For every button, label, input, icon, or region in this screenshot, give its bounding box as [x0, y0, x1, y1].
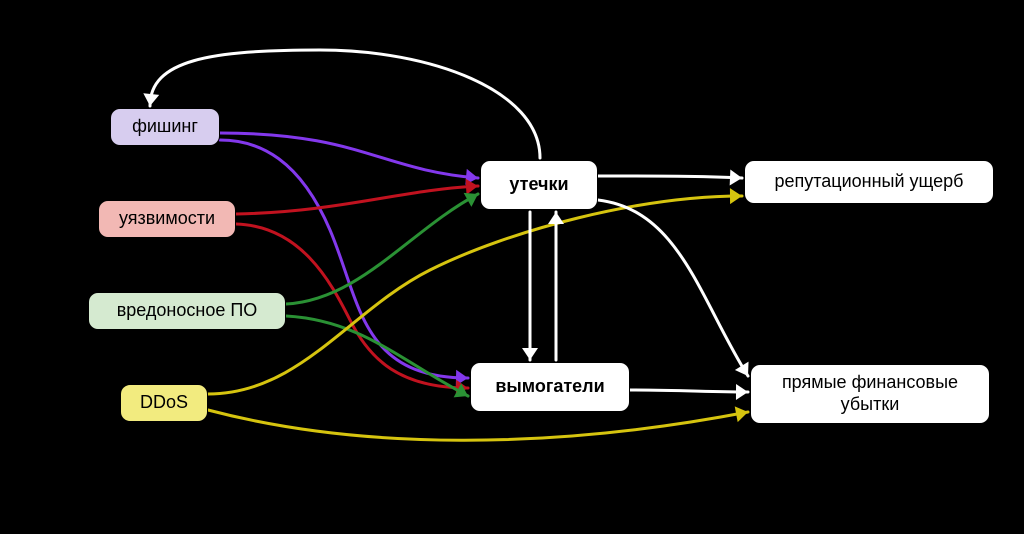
- edge-vulns-to-leaks: [236, 186, 478, 214]
- edge-leaks-to-reputation: [598, 176, 742, 178]
- edge-ransom-to-finloss: [630, 390, 748, 392]
- node-ddos: DDoS: [120, 384, 208, 422]
- node-vulns: уязвимости: [98, 200, 236, 238]
- edge-ddos-to-finloss: [208, 410, 748, 440]
- edge-phishing-to-ransom: [220, 140, 468, 378]
- edge-malware-to-ransom: [286, 316, 468, 396]
- edge-malware-to-leaks: [286, 194, 478, 304]
- node-reputation: репутационный ущерб: [744, 160, 994, 204]
- node-ransom: вымогатели: [470, 362, 630, 412]
- diagram-stage: фишинг уязвимости вредоносное ПО DDoS утечки…: [0, 0, 1024, 534]
- node-phishing: фишинг: [110, 108, 220, 146]
- edge-leaks-to-finloss: [598, 200, 748, 376]
- node-malware: вредоносное ПО: [88, 292, 286, 330]
- edge-phishing-to-leaks: [220, 133, 478, 178]
- node-leaks: утечки: [480, 160, 598, 210]
- node-finloss: прямые финансовые убытки: [750, 364, 990, 424]
- edges-layer: [0, 0, 1024, 534]
